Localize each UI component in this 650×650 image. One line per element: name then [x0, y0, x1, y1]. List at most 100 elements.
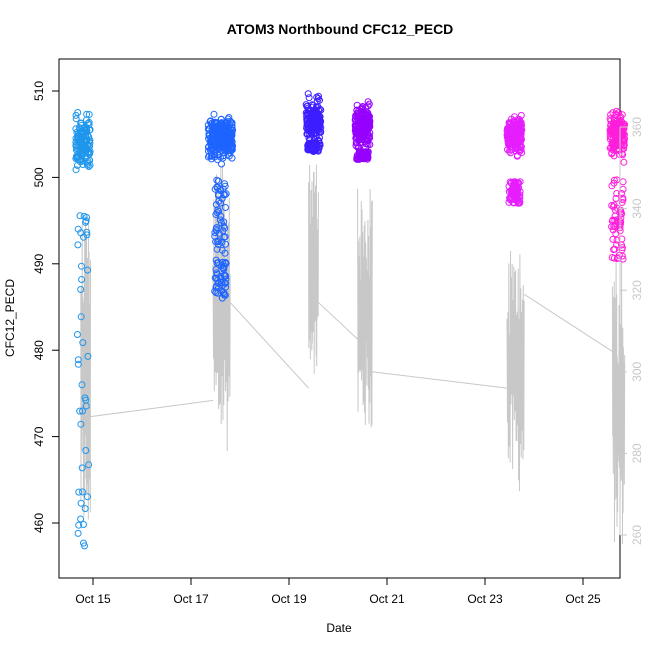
data-point: [615, 124, 622, 132]
data-point: [83, 145, 91, 153]
data-point: [212, 256, 220, 264]
data-point: [212, 119, 220, 127]
data-point: [217, 199, 224, 207]
data-point: [218, 262, 226, 269]
data-point: [358, 105, 366, 113]
y-tick-label: 490: [32, 253, 46, 273]
data-point: [213, 245, 221, 253]
data-point: [222, 279, 230, 287]
secondary-connector: [90, 399, 214, 418]
data-point: [204, 147, 212, 155]
y-tick-label: 510: [32, 81, 46, 101]
data-point: [85, 137, 93, 145]
y-axis-label: CFC12_PECD: [3, 279, 17, 357]
data-point: [611, 206, 619, 214]
data-point: [356, 139, 364, 147]
data-point: [72, 115, 80, 123]
data-point: [72, 166, 80, 174]
data-point: [224, 141, 232, 149]
data-point: [317, 124, 325, 132]
data-point: [84, 493, 91, 501]
data-point: [82, 402, 90, 410]
data-point: [85, 121, 93, 129]
data-point: [78, 262, 85, 270]
y-right-tick-label: 360: [630, 117, 644, 137]
data-point: [75, 148, 83, 156]
x-tick-label: Oct 23: [467, 592, 503, 606]
data-point: [216, 145, 224, 152]
data-point: [85, 163, 93, 170]
data-point: [362, 128, 370, 136]
data-point: [212, 284, 220, 291]
data-point: [228, 121, 236, 129]
data-point: [216, 216, 224, 224]
data-point: [214, 156, 221, 164]
x-tick-label: Oct 15: [75, 592, 111, 606]
y-right-tick-label: 300: [630, 361, 644, 381]
data-point: [509, 118, 517, 126]
data-point: [315, 144, 323, 152]
data-point: [212, 266, 220, 274]
data-point: [210, 110, 218, 118]
data-point: [216, 127, 224, 135]
data-point: [228, 146, 236, 154]
data-point: [617, 113, 624, 121]
data-point: [513, 152, 521, 160]
data-point: [76, 407, 84, 415]
data-point: [217, 115, 225, 123]
data-point: [81, 505, 89, 513]
data-point: [517, 146, 525, 154]
data-point: [225, 121, 233, 129]
data-point: [209, 129, 217, 137]
data-point: [82, 447, 90, 454]
data-point: [225, 114, 233, 121]
data-point: [365, 123, 373, 131]
data-point: [315, 92, 322, 100]
data-point: [77, 420, 85, 428]
data-point: [215, 208, 223, 215]
data-point: [77, 499, 85, 507]
data-point: [83, 228, 91, 236]
data-point: [609, 125, 617, 133]
y-tick-label: 500: [32, 167, 46, 187]
secondary-connector: [318, 302, 358, 340]
data-point: [610, 116, 618, 124]
data-point: [78, 381, 86, 389]
data-point: [221, 191, 229, 199]
data-point: [77, 313, 85, 321]
data-point: [215, 192, 222, 200]
data-point: [220, 233, 228, 241]
data-point: [82, 218, 89, 226]
data-point: [84, 352, 92, 360]
data-point: [81, 394, 89, 402]
x-axis-label: Date: [326, 621, 352, 635]
data-point: [610, 222, 618, 230]
data-point: [215, 237, 223, 245]
data-point: [85, 461, 93, 469]
data-point: [84, 157, 92, 165]
secondary-connector: [523, 293, 613, 352]
data-point: [220, 222, 228, 230]
data-point: [79, 133, 87, 141]
data-point: [359, 103, 367, 110]
secondary-connector: [372, 371, 508, 389]
data-point: [507, 187, 515, 195]
secondary-segment: [308, 164, 319, 374]
data-point: [79, 339, 87, 347]
data-point: [77, 286, 85, 293]
data-point: [214, 177, 222, 185]
data-point: [304, 102, 312, 110]
data-point: [515, 137, 523, 145]
secondary-segment: [80, 215, 91, 520]
data-point: [513, 130, 521, 138]
data-point: [303, 120, 311, 128]
data-point: [221, 249, 229, 257]
data-point: [305, 94, 313, 102]
scatter-points: [72, 90, 629, 550]
data-point: [354, 131, 362, 138]
data-point: [506, 194, 514, 202]
data-point: [211, 151, 219, 159]
data-point: [510, 128, 517, 136]
